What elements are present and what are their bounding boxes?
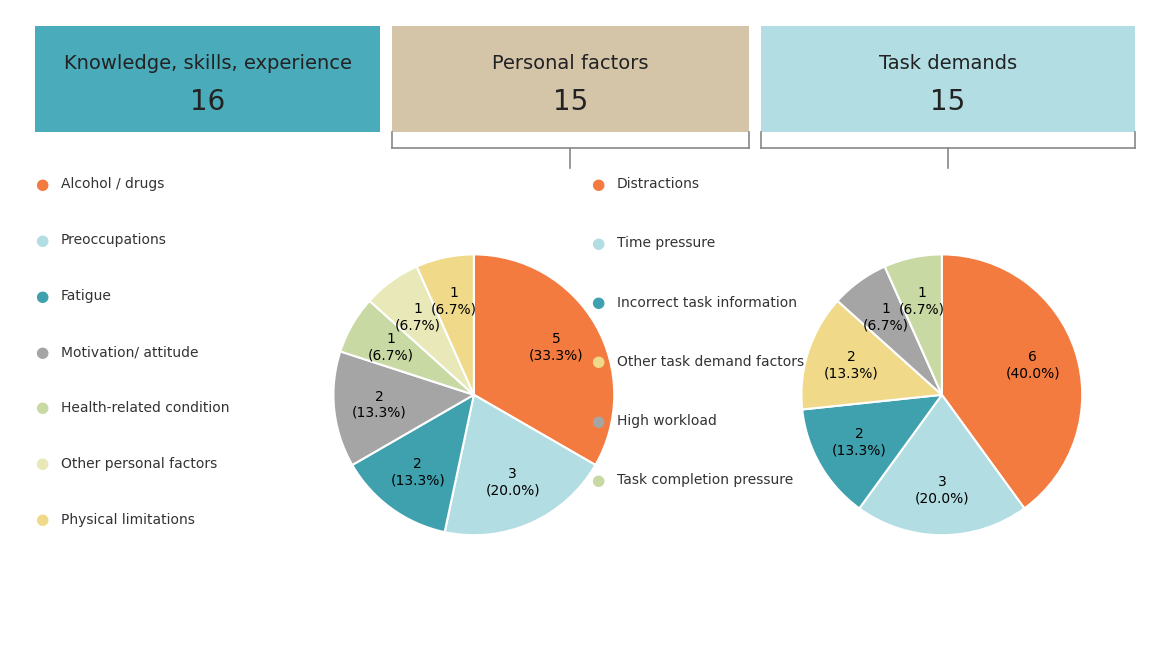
Text: Fatigue: Fatigue (61, 289, 111, 303)
Text: Knowledge, skills, experience: Knowledge, skills, experience (63, 54, 352, 72)
Text: 2
(13.3%): 2 (13.3%) (351, 390, 406, 420)
Text: 1
(6.7%): 1 (6.7%) (899, 286, 945, 316)
Text: 16: 16 (190, 88, 226, 116)
Text: Distractions: Distractions (617, 177, 700, 191)
Wedge shape (885, 255, 942, 395)
Wedge shape (838, 266, 942, 395)
Wedge shape (801, 301, 942, 409)
Text: ●: ● (35, 177, 48, 191)
Text: Physical limitations: Physical limitations (61, 513, 194, 527)
Text: High workload: High workload (617, 414, 716, 428)
Text: Task demands: Task demands (879, 54, 1017, 72)
Text: ●: ● (591, 473, 604, 488)
Text: 1
(6.7%): 1 (6.7%) (369, 332, 414, 362)
Text: ●: ● (35, 513, 48, 527)
Wedge shape (445, 395, 596, 535)
Text: Preoccupations: Preoccupations (61, 233, 166, 247)
Wedge shape (803, 395, 942, 509)
Wedge shape (417, 255, 474, 395)
Text: 3
(20.0%): 3 (20.0%) (915, 475, 969, 505)
Text: Incorrect task information: Incorrect task information (617, 295, 797, 310)
Text: Other personal factors: Other personal factors (61, 457, 218, 471)
Text: 3
(20.0%): 3 (20.0%) (486, 467, 541, 497)
Text: 15: 15 (552, 88, 589, 116)
Text: Time pressure: Time pressure (617, 236, 715, 251)
Text: Task completion pressure: Task completion pressure (617, 473, 793, 488)
Wedge shape (859, 395, 1025, 535)
Wedge shape (352, 395, 474, 532)
Text: ●: ● (35, 233, 48, 247)
Wedge shape (942, 255, 1082, 509)
Text: ●: ● (591, 177, 604, 191)
Text: ●: ● (35, 289, 48, 303)
Wedge shape (474, 255, 614, 465)
Text: 1
(6.7%): 1 (6.7%) (862, 303, 909, 333)
Text: 2
(13.3%): 2 (13.3%) (391, 457, 445, 487)
Text: 2
(13.3%): 2 (13.3%) (824, 350, 879, 380)
Text: ●: ● (591, 295, 604, 310)
Text: Other task demand factors: Other task demand factors (617, 355, 804, 369)
Text: Alcohol / drugs: Alcohol / drugs (61, 177, 164, 191)
Text: ●: ● (591, 236, 604, 251)
Wedge shape (340, 301, 474, 395)
Text: ●: ● (35, 457, 48, 471)
Text: Personal factors: Personal factors (493, 54, 648, 72)
Text: 15: 15 (930, 88, 965, 116)
Text: 1
(6.7%): 1 (6.7%) (431, 286, 477, 316)
Wedge shape (370, 266, 474, 395)
Text: 6
(40.0%): 6 (40.0%) (1005, 350, 1060, 380)
Text: Motivation/ attitude: Motivation/ attitude (61, 345, 199, 359)
Text: ●: ● (591, 414, 604, 428)
Text: 5
(33.3%): 5 (33.3%) (529, 332, 584, 362)
Wedge shape (333, 351, 474, 465)
Text: ●: ● (35, 345, 48, 359)
Text: ●: ● (35, 401, 48, 415)
Text: 2
(13.3%): 2 (13.3%) (832, 428, 887, 457)
Text: 1
(6.7%): 1 (6.7%) (394, 303, 441, 333)
Text: Health-related condition: Health-related condition (61, 401, 229, 415)
Text: ●: ● (591, 355, 604, 369)
